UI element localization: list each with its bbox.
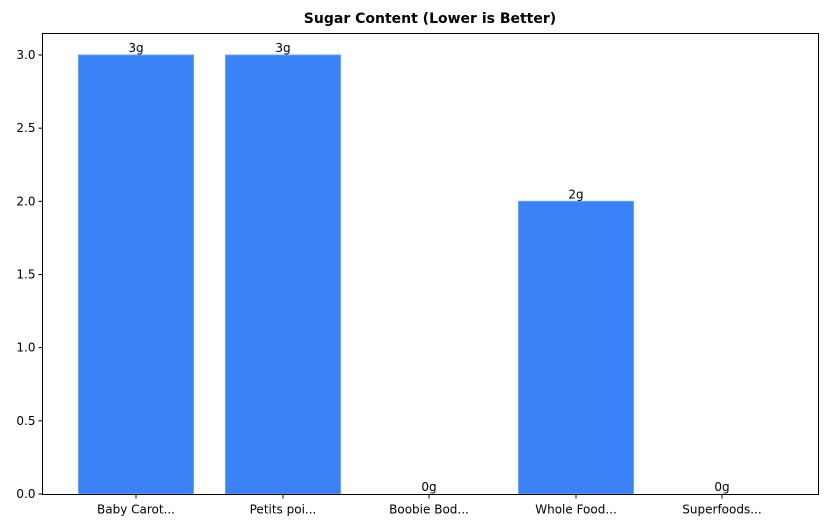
bar-value-label: 2g xyxy=(568,187,583,201)
chart-title: Sugar Content (Lower is Better) xyxy=(304,11,556,27)
bars-group: 3g 3g 0g 2g 0g xyxy=(78,41,730,495)
y-tick-label: 2.0 xyxy=(16,194,35,208)
x-tick-label: Boobie Bod... xyxy=(389,503,469,517)
y-tick-label: 1.0 xyxy=(16,341,35,355)
bar-value-label: 3g xyxy=(128,41,143,55)
x-tick-label: Petits poi... xyxy=(250,503,317,517)
y-tick-label: 0.0 xyxy=(16,487,35,501)
bar xyxy=(78,54,194,495)
x-tick-label: Superfoods... xyxy=(682,503,761,517)
y-tick-label: 0.5 xyxy=(16,414,35,428)
y-axis: 0.0 0.5 1.0 1.5 2.0 2.5 3.0 xyxy=(16,48,43,501)
plot-frame xyxy=(42,33,819,495)
y-tick-label: 3.0 xyxy=(16,48,35,62)
bar-value-label: 0g xyxy=(421,480,436,494)
bar-value-label: 0g xyxy=(714,480,729,494)
x-tick-label: Baby Carot... xyxy=(97,503,175,517)
x-tick-label: Whole Food... xyxy=(535,503,617,517)
x-axis: Baby Carot... Petits poi... Boobie Bod... W… xyxy=(97,494,762,517)
y-tick-label: 2.5 xyxy=(16,121,35,135)
bar-value-label: 3g xyxy=(275,41,290,55)
bar xyxy=(225,54,341,495)
y-tick-label: 1.5 xyxy=(16,268,35,282)
bar xyxy=(518,200,634,495)
